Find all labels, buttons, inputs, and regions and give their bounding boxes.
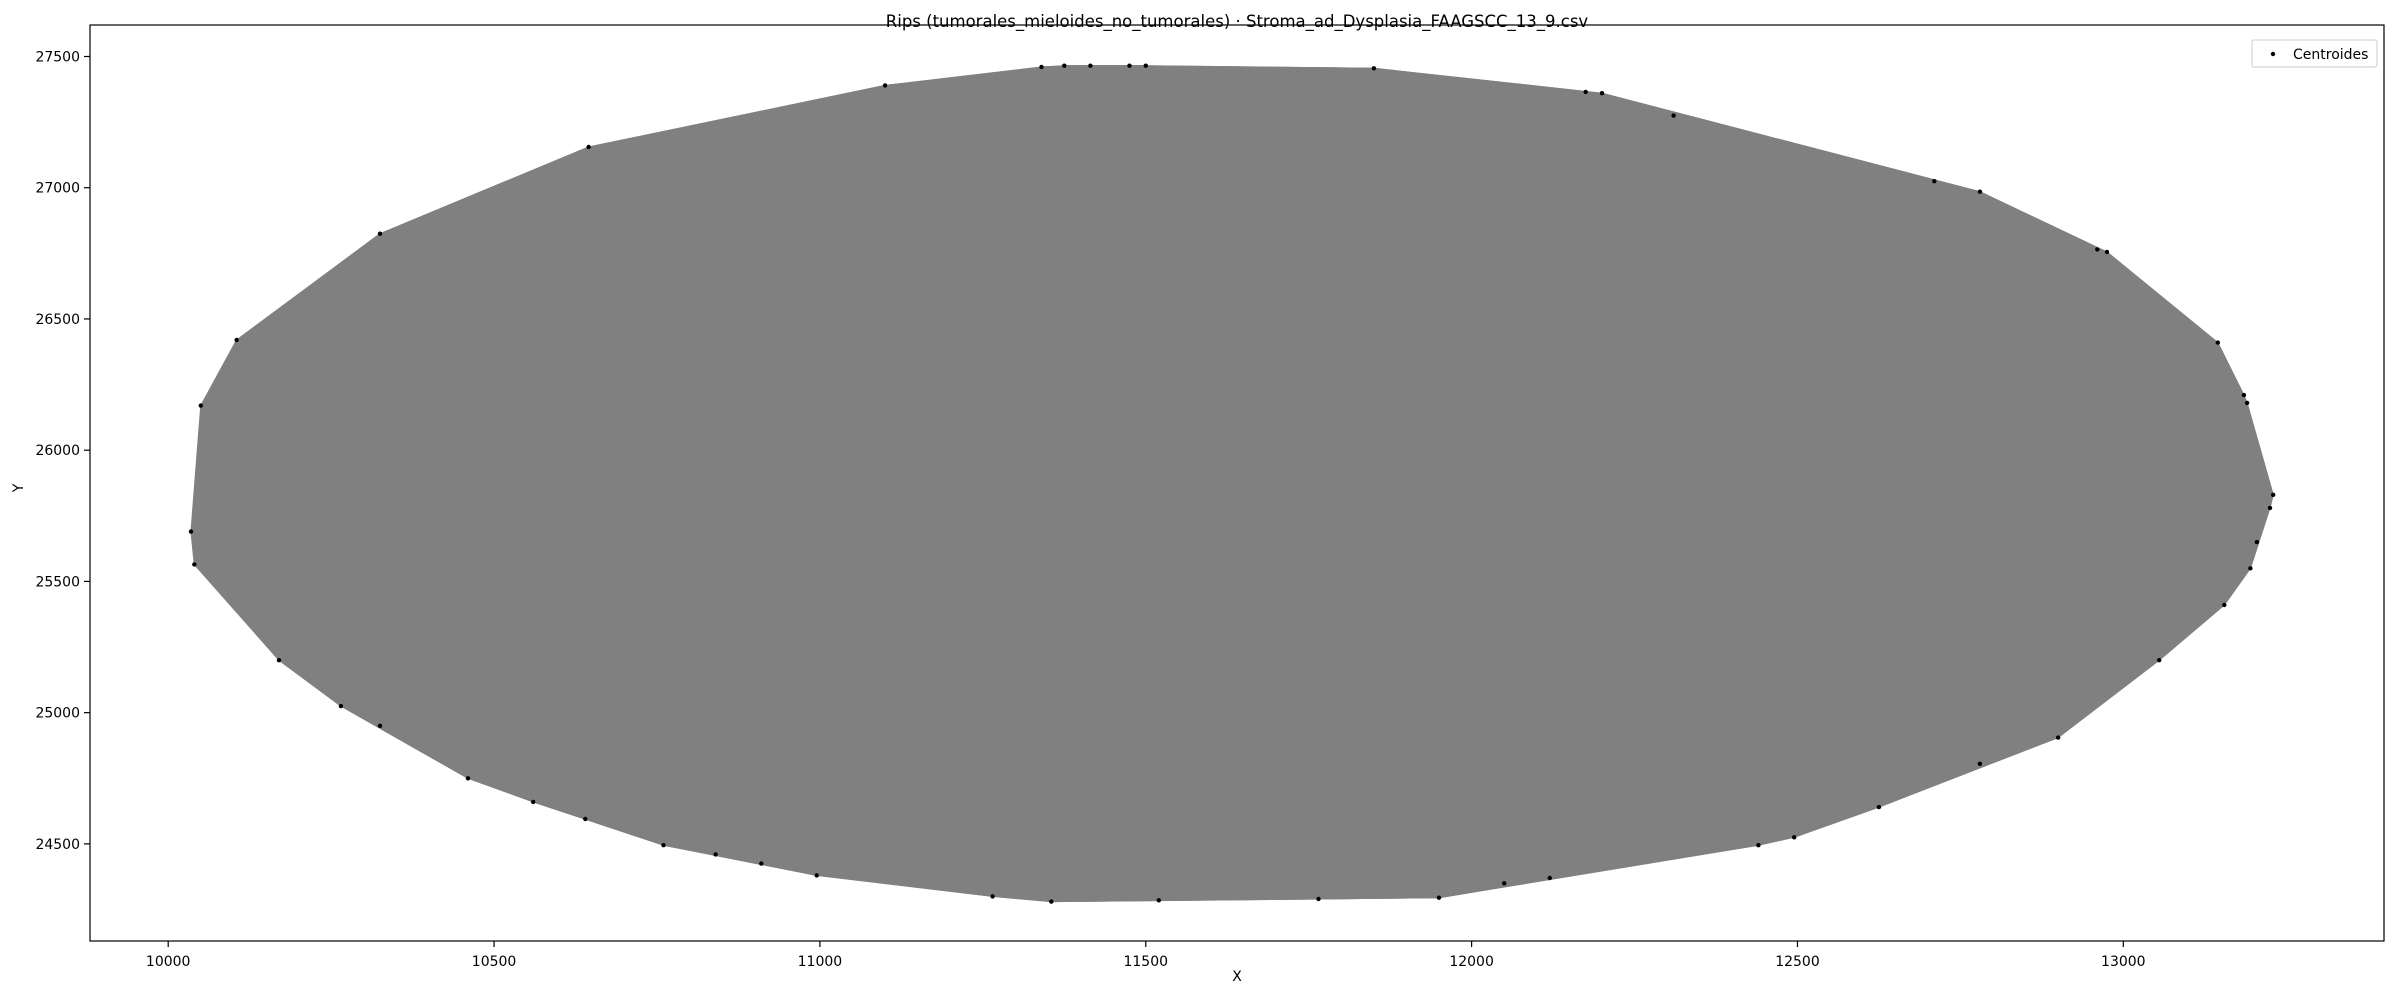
centroid-point xyxy=(1502,881,1507,886)
centroid-point xyxy=(882,83,888,88)
centroid-point xyxy=(1156,898,1162,903)
centroid-point xyxy=(814,873,819,878)
legend-box xyxy=(2251,39,2378,68)
centroid-point xyxy=(1792,835,1797,840)
x-tick-label: 13000 xyxy=(2101,954,2146,970)
y-axis-label: Y xyxy=(11,483,27,493)
centroid-point xyxy=(1088,63,1093,68)
centroid-point xyxy=(276,658,282,663)
centroid-point xyxy=(1756,843,1761,848)
centroid-point xyxy=(2267,505,2273,511)
centroid-point xyxy=(1876,804,1882,810)
centroid-point xyxy=(1039,64,1044,70)
centroid-point xyxy=(2271,492,2276,497)
axes-frame xyxy=(89,24,2385,942)
x-tick-label: 12000 xyxy=(1449,954,1494,970)
centroid-point xyxy=(1932,179,1937,184)
x-tick-label: 11500 xyxy=(1123,954,1168,970)
centroid-point xyxy=(990,894,995,899)
centroid-point xyxy=(338,703,344,709)
centroid-point xyxy=(2244,400,2250,406)
centroid-point xyxy=(586,144,591,150)
centroid-point xyxy=(1371,66,1377,71)
x-tick-label: 10000 xyxy=(146,954,191,970)
centroid-point xyxy=(2157,658,2162,663)
y-axis-ticks: 24500 25000 25500 26000 26500 27000 27500 xyxy=(35,49,90,853)
centroid-point xyxy=(2248,566,2253,571)
centroid-point xyxy=(759,861,764,866)
centroid-points xyxy=(188,63,2276,904)
y-tick-label: 26000 xyxy=(35,443,80,459)
y-tick-label: 27500 xyxy=(35,49,80,65)
centroid-point xyxy=(1049,899,1054,904)
centroid-point xyxy=(1583,89,1588,95)
centroid-point xyxy=(1599,91,1605,96)
chart-title: Rips (tumorales_mieloides_no_tumorales) … xyxy=(886,12,1589,32)
x-axis-label: X xyxy=(1232,969,1242,985)
centroid-point xyxy=(583,816,588,822)
centroid-point xyxy=(1977,761,1983,766)
legend: Centroides xyxy=(2251,39,2378,68)
centroid-point xyxy=(198,403,203,408)
centroid-point xyxy=(1127,63,1132,68)
x-axis-ticks: 10000 10500 11000 11500 12000 12500 13000 xyxy=(146,941,2146,970)
plot-area xyxy=(188,63,2276,904)
x-tick-label: 12500 xyxy=(1775,954,1820,970)
y-tick-label: 26500 xyxy=(35,312,80,328)
x-tick-label: 11000 xyxy=(798,954,843,970)
centroid-point xyxy=(234,337,239,343)
centroid-point xyxy=(188,529,194,534)
y-tick-label: 25500 xyxy=(35,574,80,590)
y-tick-label: 24500 xyxy=(35,837,80,853)
centroid-point xyxy=(1143,63,1149,68)
y-tick-label: 27000 xyxy=(35,181,80,197)
legend-label-centroides: Centroides xyxy=(2293,47,2368,63)
centroid-point xyxy=(661,843,666,848)
centroid-point xyxy=(713,852,718,857)
rips-edges xyxy=(190,65,2274,903)
centroid-point xyxy=(2254,539,2260,545)
centroid-point xyxy=(377,723,383,728)
centroid-point xyxy=(1977,189,1983,194)
x-tick-label: 10500 xyxy=(472,954,517,970)
centroid-point xyxy=(1062,63,1067,68)
centroid-point xyxy=(2222,602,2227,608)
centroid-point xyxy=(2104,249,2110,255)
centroid-point xyxy=(1671,113,1676,118)
centroid-point xyxy=(2095,247,2100,252)
centroid-point xyxy=(2241,392,2247,398)
centroid-point xyxy=(2055,735,2061,740)
centroid-point xyxy=(465,776,471,781)
centroid-point xyxy=(531,799,536,805)
y-tick-label: 25000 xyxy=(35,706,80,722)
centroid-point xyxy=(1436,895,1442,900)
centroid-point xyxy=(377,231,383,236)
legend-marker-centroides xyxy=(2270,51,2276,57)
centroid-point xyxy=(1547,875,1553,881)
centroid-point xyxy=(2215,340,2220,345)
centroid-point xyxy=(1316,896,1321,902)
centroid-point xyxy=(192,562,197,567)
